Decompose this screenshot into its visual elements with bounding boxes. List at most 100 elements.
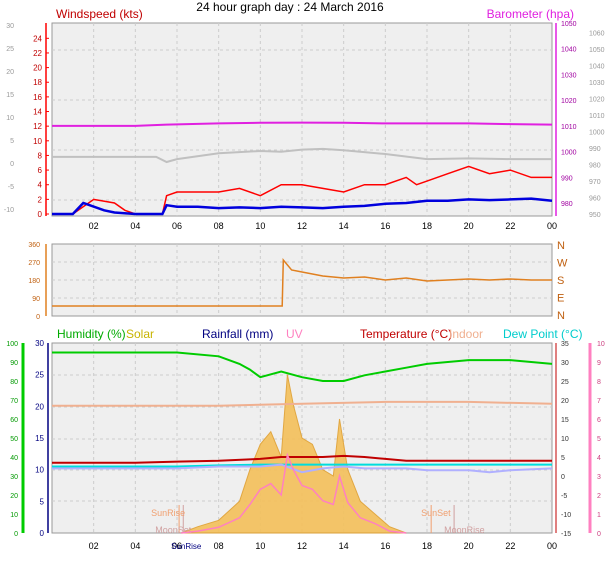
gray-right-tick: 1040 [589,64,605,71]
average-wind-line [52,197,553,216]
temperature-tick-label: 25 [561,379,569,386]
direction-tick-label: 270 [28,260,40,267]
temperature-tick-label: 20 [561,398,569,405]
indoor-temperature-line [52,400,553,407]
sunset-label: SunSet [421,508,451,518]
humidity-tick-label: 50 [10,436,18,443]
compass-tick-label: E [557,293,564,305]
x-tick-label: 06 [172,541,182,551]
humidity-tick-label: 30 [10,474,18,481]
x-tick-label: 00 [547,541,557,551]
barometer-tick-label: 1010 [561,124,577,131]
x-tick-label: 08 [214,221,224,231]
gray-left-tick: 15 [6,92,14,99]
compass-tick-label: W [557,258,568,270]
temperature-series: SunRise SunSet MoonSet MoonRise [52,351,553,535]
temperature-tick-label: 10 [561,436,569,443]
compass-tick-label: S [557,275,564,287]
windspeed-tick-label: 4 [38,181,43,190]
gray-left-tick: -10 [4,207,14,214]
x-tick-label: 12 [297,221,307,231]
wind-axes: -10-505101520253002468101214161820222498… [4,21,605,231]
direction-series [52,257,552,307]
rainfall-label: Rainfall (mm) [202,327,273,341]
x-tick-label: 18 [422,221,432,231]
gray-right-tick: 1060 [589,31,605,38]
x-tick-label: 04 [130,541,140,551]
barometer-tick-label: 1050 [561,21,577,28]
temperature-tick-label: 15 [561,417,569,424]
windspeed-tick-label: 10 [33,137,42,146]
compass-tick-label: N [557,310,565,322]
x-tick-label: 00 [547,221,557,231]
indoor-label: Indoor [449,327,483,341]
barometer-tick-label: 1000 [561,150,577,157]
uv-tick-label: 1 [597,512,601,519]
windspeed-tick-label: 24 [33,34,42,43]
temperature-tick-label: -15 [561,531,571,538]
gray-left-tick: -5 [8,184,14,191]
x-tick-label: 08 [214,541,224,551]
graph-title: 24 hour graph day : 24 March 2016 [196,0,384,14]
uv-tick-label: 6 [597,417,601,424]
temperature-line [52,454,552,464]
apparent-temperature-line [52,463,553,474]
windspeed-tick-label: 0 [38,210,43,219]
barometer-tick-label: 990 [561,175,573,182]
rainfall-tick-label: 30 [35,339,44,348]
gray-right-tick: 1050 [589,47,605,54]
uv-tick-label: 2 [597,493,601,500]
x-tick-label: 16 [380,221,390,231]
gray-left-tick: 10 [6,115,14,122]
gray-left-tick: 0 [10,161,14,168]
compass-tick-label: N [557,240,565,252]
humidity-tick-label: 80 [10,379,18,386]
solar-area [181,374,407,534]
humidity-tick-label: 20 [10,493,18,500]
gray-right-tick: 980 [589,163,601,170]
x-tick-label: 12 [297,541,307,551]
sunrise-label: SunRise [151,508,185,518]
uv-tick-label: 10 [597,341,605,348]
direction-tick-label: 90 [32,296,40,303]
x-tick-label: 16 [380,541,390,551]
barometer-tick-label: 980 [561,201,573,208]
windspeed-tick-label: 18 [33,78,42,87]
windspeed-tick-label: 20 [33,64,42,73]
rainfall-tick-label: 20 [35,402,44,411]
windspeed-tick-label: 6 [38,166,43,175]
humidity-tick-label: 40 [10,455,18,462]
x-tick-label: 14 [339,541,349,551]
humidity-tick-label: 10 [10,512,18,519]
temperature-tick-label: 0 [561,474,565,481]
uv-label: UV [286,327,303,341]
x-tick-label: 20 [464,221,474,231]
rainfall-tick-label: 5 [40,497,45,506]
humidity-label: Humidity (%) [57,327,126,341]
direction-gridlines [52,244,552,316]
rainfall-tick-label: 25 [35,371,44,380]
x-tick-label: 02 [89,541,99,551]
temperature-tick-label: -5 [561,493,567,500]
windspeed-tick-label: 12 [33,122,42,131]
barometer-label: Barometer (hpa) [487,7,574,21]
x-tick-label: 22 [505,541,515,551]
direction-tick-label: 180 [28,278,40,285]
solar-label: Solar [126,327,154,341]
humidity-tick-label: 90 [10,360,18,367]
uv-tick-label: 8 [597,379,601,386]
windspeed-tick-label: 22 [33,49,42,58]
uv-line [181,452,407,534]
x-tick-label: 02 [89,221,99,231]
humidity-tick-label: 60 [10,417,18,424]
gray-right-tick: 1020 [589,97,605,104]
uv-tick-label: 7 [597,398,601,405]
temperature-tick-label: -10 [561,512,571,519]
x-tick-label: 14 [339,221,349,231]
gray-right-tick: 1030 [589,80,605,87]
humidity-tick-label: 70 [10,398,18,405]
gray-right-tick: 1010 [589,113,605,120]
direction-tick-label: 0 [36,314,40,321]
